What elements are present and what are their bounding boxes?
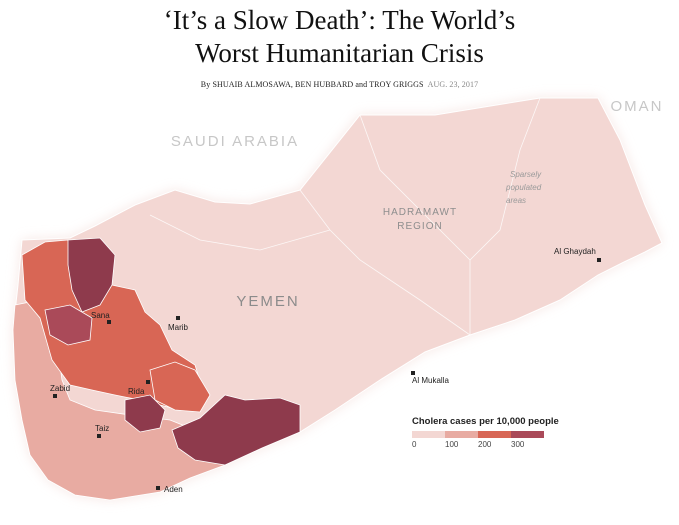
- legend-swatch-3: [511, 431, 544, 438]
- byline-authors-a[interactable]: SHUAIB ALMOSAWA, BEN HUBBARD: [212, 80, 354, 89]
- city-rida[interactable]: Rida: [128, 380, 150, 396]
- byline: By SHUAIB ALMOSAWA, BEN HUBBARD and TROY…: [0, 80, 679, 89]
- city-marib[interactable]: Marib: [168, 316, 189, 332]
- byline-prefix: By: [200, 80, 213, 89]
- city-marker: [597, 258, 601, 262]
- city-sana[interactable]: Sana: [91, 311, 111, 324]
- city-label-taiz: Taiz: [95, 424, 109, 433]
- city-label-rida: Rida: [128, 387, 145, 396]
- sparsely-populated-annotation: Sparsely populated areas: [505, 170, 542, 205]
- city-label-al-mukalla: Al Mukalla: [412, 376, 449, 385]
- city-label-sana: Sana: [91, 311, 110, 320]
- legend-title: Cholera cases per 10,000 people: [412, 416, 559, 427]
- byline-and: and: [353, 80, 370, 89]
- city-marker: [411, 371, 415, 375]
- city-marker: [176, 316, 180, 320]
- label-yemen: YEMEN: [236, 293, 299, 310]
- city-label-marib: Marib: [168, 323, 189, 332]
- city-label-zabid: Zabid: [50, 384, 70, 393]
- label-region: REGION: [397, 221, 442, 232]
- city-taiz[interactable]: Taiz: [95, 424, 109, 438]
- city-label-al-ghaydah: Al Ghaydah: [554, 247, 596, 256]
- city-label-aden: Aden: [164, 485, 183, 494]
- legend-swatch-0: [412, 431, 445, 438]
- city-al-mukalla[interactable]: Al Mukalla: [411, 371, 449, 385]
- city-marker: [146, 380, 150, 384]
- headline-line-1: ‘It’s a Slow Death’: The World’s: [163, 5, 516, 35]
- district-boundaries: [149, 97, 541, 336]
- legend-swatch-2: [478, 431, 511, 438]
- legend-swatch-1: [445, 431, 478, 438]
- legend-tick-0: 0: [412, 440, 417, 449]
- city-zabid[interactable]: Zabid: [50, 384, 70, 398]
- region-level-2-east: [149, 361, 211, 413]
- legend-tick-300: 300: [511, 440, 525, 449]
- legend: Cholera cases per 10,000 people 0 100 20…: [412, 416, 559, 449]
- label-hadramawt: HADRAMAWT: [383, 207, 457, 218]
- headline-line-2: Worst Humanitarian Crisis: [195, 38, 484, 68]
- annotation-line-3: areas: [506, 196, 526, 205]
- region-level-4-south: [171, 394, 301, 466]
- city-aden[interactable]: Aden: [156, 485, 183, 494]
- label-oman: OMAN: [611, 98, 664, 115]
- city-al-ghaydah[interactable]: Al Ghaydah: [554, 247, 601, 262]
- annotation-line-1: Sparsely: [510, 170, 542, 179]
- byline-date: AUG. 23, 2017: [427, 80, 479, 89]
- label-saudi-arabia: SAUDI ARABIA: [171, 133, 299, 150]
- city-marker: [97, 434, 101, 438]
- byline-authors-b[interactable]: TROY GRIGGS: [369, 80, 424, 89]
- city-marker: [53, 394, 57, 398]
- region-level-3-west: [44, 304, 93, 346]
- legend-tick-200: 200: [478, 440, 492, 449]
- region-level-4-central: [124, 394, 166, 433]
- legend-tick-100: 100: [445, 440, 459, 449]
- city-marker: [107, 320, 111, 324]
- region-level-4-north: [67, 237, 116, 313]
- annotation-line-2: populated: [505, 183, 542, 192]
- headline: ‘It’s a Slow Death’: The World’s Worst H…: [0, 4, 679, 70]
- city-marker: [156, 486, 160, 490]
